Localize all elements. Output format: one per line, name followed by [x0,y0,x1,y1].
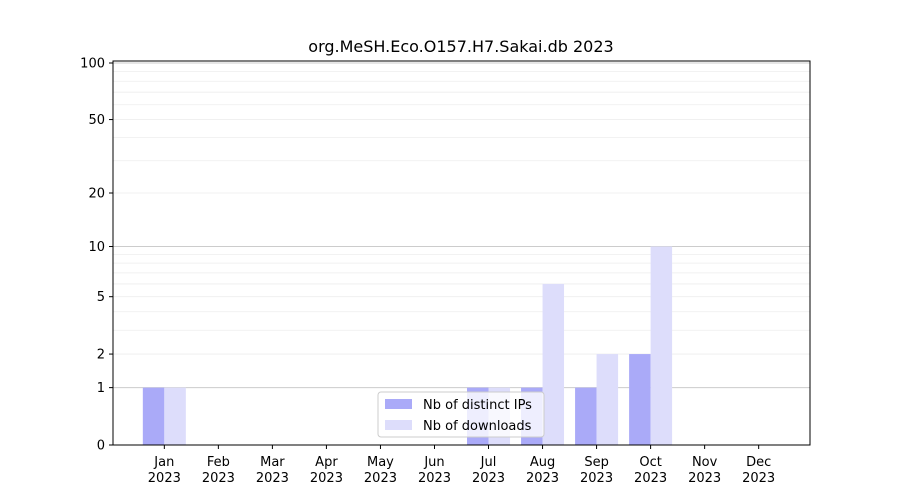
legend-swatch [385,420,412,430]
x-tick-label-month: Jun [423,455,444,470]
x-tick-label-year: 2023 [364,471,397,486]
y-tick-label: 100 [80,57,105,72]
bar [575,387,597,445]
x-tick-label-month: Mar [260,455,285,470]
x-tick-label-month: May [367,455,394,470]
axes: 0125102050100Jan2023Feb2023Mar2023Apr202… [80,57,811,486]
y-tick-label: 2 [97,348,105,363]
y-tick-label: 10 [88,240,105,255]
x-tick-label-year: 2023 [202,471,235,486]
y-tick-label: 0 [97,439,105,454]
x-tick-label-year: 2023 [256,471,289,486]
x-tick-label-year: 2023 [148,471,181,486]
x-tick-label-month: Dec [746,455,771,470]
bar [142,387,165,445]
bar [164,387,186,445]
bar [596,354,619,445]
bar [629,354,651,445]
x-tick-label-month: Oct [639,455,661,470]
x-tick-label-year: 2023 [580,471,613,486]
x-tick-label-year: 2023 [310,471,343,486]
y-tick-label: 50 [88,113,105,128]
x-tick-label-year: 2023 [634,471,667,486]
grid-lines [113,62,810,389]
y-tick-label: 1 [97,381,105,396]
y-tick-label: 20 [88,187,105,202]
chart-title: org.MeSH.Eco.O157.H7.Sakai.db 2023 [308,37,613,56]
x-tick-label-year: 2023 [688,471,721,486]
legend-label: Nb of downloads [423,419,532,434]
legend-swatch [385,399,412,409]
legend-label: Nb of distinct IPs [423,398,532,413]
x-tick-label-month: Jul [480,455,497,470]
x-tick-label-month: Apr [315,455,338,470]
y-tick-label: 5 [97,290,105,305]
x-tick-label-year: 2023 [526,471,559,486]
plot-frame [112,60,811,446]
x-tick-label-month: Nov [692,455,718,470]
x-tick-label-month: Sep [584,455,609,470]
bar [542,283,565,445]
x-tick-label-year: 2023 [418,471,451,486]
legend: Nb of distinct IPs Nb of downloads [377,391,545,438]
x-tick-label-month: Jan [153,455,174,470]
x-tick-label-month: Aug [530,455,555,470]
x-tick-label-month: Feb [207,455,230,470]
x-tick-label-year: 2023 [742,471,775,486]
bar [650,246,673,445]
x-tick-label-year: 2023 [472,471,505,486]
legend-box [377,391,545,438]
